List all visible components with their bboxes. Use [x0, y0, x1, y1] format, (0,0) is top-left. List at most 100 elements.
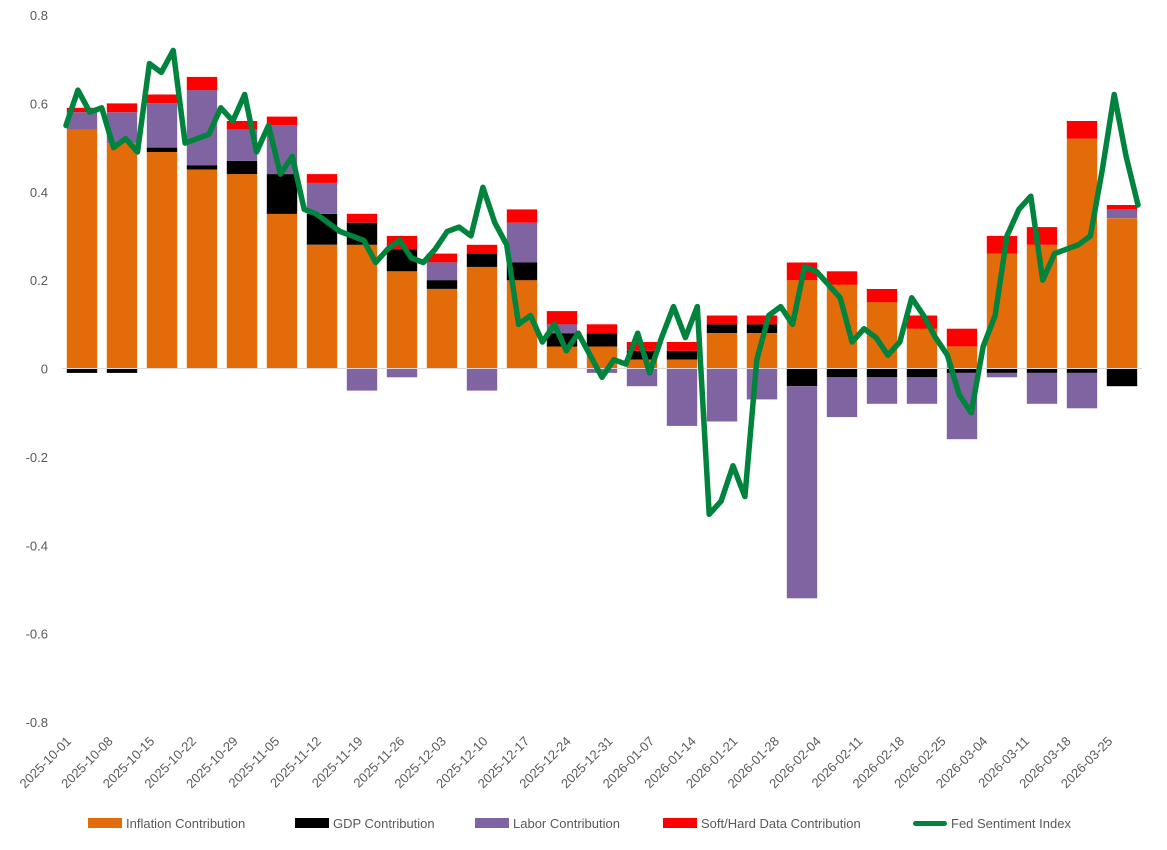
legend-item-labor: Labor Contribution: [475, 812, 620, 834]
bar-data: [466, 244, 498, 254]
bar-gdp: [1026, 368, 1058, 373]
bar-labor: [906, 377, 938, 404]
bar-gdp: [186, 165, 218, 170]
bar-gdp: [706, 324, 738, 334]
bar-gdp: [266, 174, 298, 214]
bar-gdp: [466, 253, 498, 267]
y-axis-ticks: 0.8 0.6 0.4 0.2 0 -0.2 -0.4 -0.6 -0.8: [26, 8, 48, 730]
bar-gdp: [666, 350, 698, 360]
bar-inflation: [346, 244, 378, 369]
legend-item-data: Soft/Hard Data Contribution: [663, 812, 861, 834]
bar-gdp: [906, 368, 938, 378]
bar-inflation: [1066, 138, 1098, 369]
bar-data: [746, 315, 778, 325]
bar-data: [586, 324, 618, 334]
bar-inflation: [146, 152, 178, 369]
bar-labor: [466, 368, 498, 391]
bar-labor: [866, 377, 898, 404]
bar-labor: [386, 368, 418, 378]
y-tick-label: -0.4: [26, 538, 48, 553]
bar-gdp: [746, 324, 778, 334]
bar-data: [426, 253, 458, 263]
bar-labor: [546, 324, 578, 334]
bar-inflation: [666, 359, 698, 369]
legend-item-index: Fed Sentiment Index: [913, 812, 1071, 834]
bar-data: [346, 213, 378, 223]
bar-data: [826, 271, 858, 285]
bar-labor: [1066, 372, 1098, 409]
bar-data: [1106, 205, 1138, 210]
x-axis-ticks: 2025-10-012025-10-082025-10-152025-10-22…: [16, 734, 1115, 792]
legend: Inflation Contribution GDP Contribution …: [0, 812, 1167, 834]
bar-gdp: [66, 368, 98, 373]
legend-label-labor: Labor Contribution: [513, 815, 620, 831]
bar-labor: [146, 103, 178, 148]
legend-swatch-labor: [475, 818, 509, 828]
bar-data: [1066, 121, 1098, 139]
bar-gdp: [1066, 368, 1098, 373]
bar-labor: [666, 368, 698, 426]
bar-data: [306, 174, 338, 183]
bar-inflation: [426, 289, 458, 369]
y-tick-label: -0.2: [26, 450, 48, 465]
bar-data: [666, 342, 698, 351]
bar-data: [186, 76, 218, 91]
bar-data: [106, 103, 138, 113]
bar-data: [946, 328, 978, 347]
bar-labor: [1106, 209, 1138, 219]
bar-data: [146, 94, 178, 104]
legend-item-gdp: GDP Contribution: [295, 812, 435, 834]
bar-inflation: [306, 244, 338, 369]
bar-data: [706, 315, 738, 325]
legend-label-index: Fed Sentiment Index: [951, 815, 1071, 831]
bar-gdp: [1106, 368, 1138, 387]
bar-gdp: [946, 368, 978, 373]
bar-inflation: [546, 346, 578, 369]
y-tick-label: 0.8: [30, 8, 48, 23]
y-tick-label: -0.8: [26, 715, 48, 730]
legend-label-gdp: GDP Contribution: [333, 815, 435, 831]
legend-item-inflation: Inflation Contribution: [88, 812, 245, 834]
bar-data: [226, 121, 258, 130]
bar-inflation: [186, 169, 218, 369]
legend-swatch-index: [913, 820, 947, 826]
bar-gdp: [866, 368, 898, 378]
legend-swatch-inflation: [88, 818, 122, 828]
bar-gdp: [786, 368, 818, 387]
index-line-layer: [63, 47, 1141, 518]
bar-data: [66, 107, 98, 113]
y-tick-label: 0.2: [30, 273, 48, 288]
bar-labor: [346, 368, 378, 391]
bar-gdp: [586, 333, 618, 347]
bar-labor: [306, 182, 338, 214]
bar-inflation: [946, 346, 978, 369]
bar-gdp: [426, 280, 458, 289]
bar-gdp: [826, 368, 858, 378]
bar-labor: [786, 386, 818, 599]
legend-swatch-gdp: [295, 818, 329, 828]
bar-inflation: [106, 143, 138, 369]
bar-labor: [706, 368, 738, 422]
bar-data: [1026, 227, 1058, 245]
bar-data: [986, 235, 1018, 254]
bar-labor: [66, 112, 98, 130]
stacked-bars: [66, 76, 1138, 599]
bar-gdp: [506, 262, 538, 281]
bar-data: [546, 311, 578, 325]
bar-gdp: [226, 160, 258, 175]
y-tick-label: 0.4: [30, 185, 48, 200]
legend-swatch-data: [663, 818, 697, 828]
bar-labor: [506, 222, 538, 263]
y-tick-label: 0.6: [30, 96, 48, 111]
bar-inflation: [1106, 218, 1138, 369]
bar-inflation: [266, 213, 298, 369]
bar-data: [866, 289, 898, 303]
bar-inflation: [66, 129, 98, 369]
bar-labor: [1026, 372, 1058, 404]
bar-data: [506, 209, 538, 223]
bar-gdp: [146, 147, 178, 152]
y-tick-label: -0.6: [26, 627, 48, 642]
bar-labor: [426, 262, 458, 281]
y-tick-label: 0: [41, 362, 48, 377]
fed-sentiment-index-line: [63, 47, 1141, 518]
